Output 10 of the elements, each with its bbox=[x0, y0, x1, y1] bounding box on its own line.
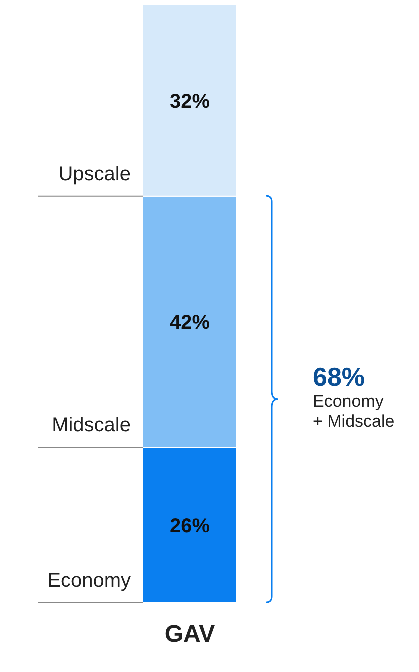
data-label: 42% bbox=[170, 312, 210, 334]
series-label: Midscale bbox=[52, 414, 131, 437]
text: 68% bbox=[313, 362, 366, 392]
text: Economy bbox=[313, 392, 385, 412]
data-label: 32% bbox=[170, 90, 210, 113]
series-label: Economy bbox=[48, 570, 131, 592]
x-tick-label: GAV bbox=[164, 621, 216, 648]
text: + Midscale bbox=[313, 412, 395, 432]
data-label: 26% bbox=[170, 515, 210, 538]
series-label: Upscale bbox=[58, 163, 131, 186]
